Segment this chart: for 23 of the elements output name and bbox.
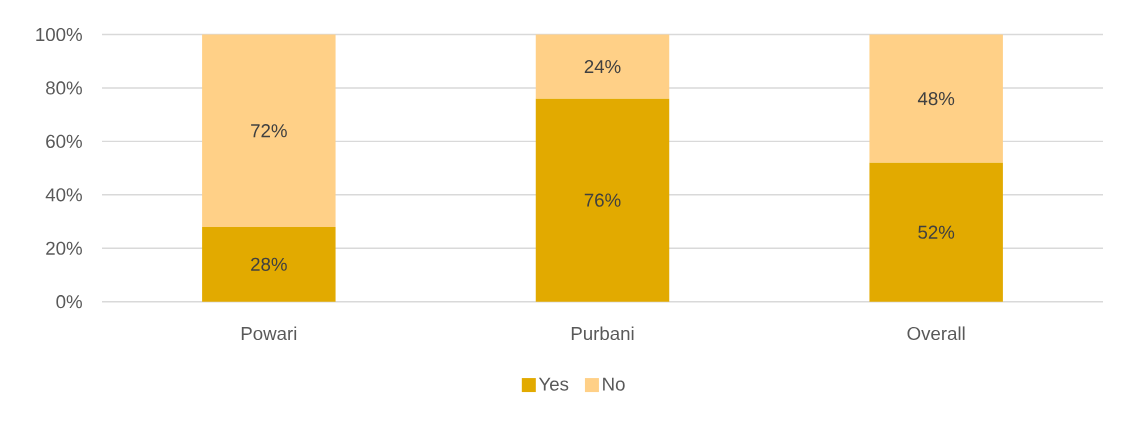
bar	[869, 34, 1003, 163]
x-tick-label: Powari	[241, 326, 297, 341]
data-label: 72%	[251, 124, 287, 138]
y-tick-label: 20%	[46, 241, 82, 255]
y-tick-label: 0%	[56, 295, 82, 309]
x-tick-label: Overall	[907, 326, 965, 341]
data-label: 28%	[251, 257, 287, 271]
bar	[202, 226, 336, 302]
y-tick-label: 40%	[45, 188, 82, 202]
legend-label: Yes	[538, 377, 569, 391]
y-tick-label: 60%	[46, 134, 82, 148]
y-tick-label: 80%	[46, 81, 82, 95]
data-label: 48%	[917, 92, 955, 106]
y-tick-label: 100%	[36, 27, 82, 42]
x-tick-label: Purbani	[571, 326, 634, 341]
data-label: 52%	[918, 225, 955, 239]
bar	[869, 162, 1003, 302]
data-label: 76%	[584, 193, 621, 207]
data-label: 24%	[584, 59, 621, 74]
legend-label: No	[603, 377, 625, 391]
bar	[535, 98, 670, 302]
bar	[535, 34, 670, 99]
bar	[202, 34, 336, 227]
